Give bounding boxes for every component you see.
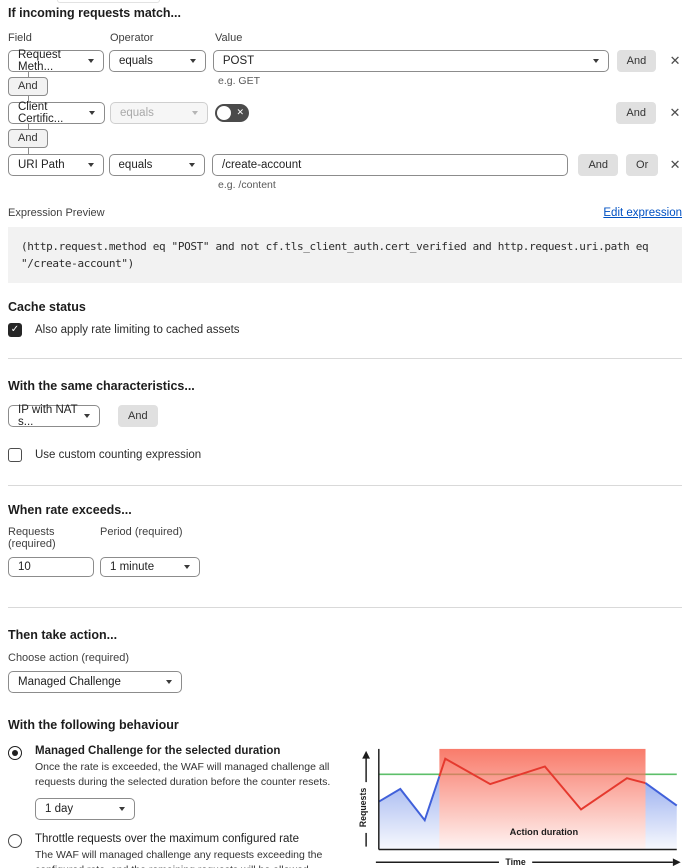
field-select[interactable]: Request Meth... [8,49,104,73]
chevron-down-icon [184,565,190,569]
boolean-toggle-off[interactable]: ✕ [215,104,249,122]
behaviour-option-2: Throttle requests over the maximum confi… [8,833,354,868]
radio-selected[interactable] [8,746,22,760]
y-axis-label: Requests [358,788,368,828]
checkbox-unchecked[interactable] [8,448,22,462]
rate-inputs: 1 minute [8,557,682,577]
section-heading-match: If incoming requests match... [8,6,181,20]
arrow-right-icon [672,858,681,867]
chevron-down-icon [192,111,198,115]
add-or-condition-button[interactable]: Or [626,154,659,176]
chevron-down-icon [119,807,125,811]
and-connector-chip: And [8,77,48,96]
value-hint: e.g. /content [218,179,276,191]
match-column-labels: Field Operator Value [8,32,682,44]
requests-label: Requests (required) [8,526,56,550]
arrow-up-icon [362,750,371,759]
section-divider [8,485,682,486]
field-column-label: Field [8,32,32,44]
add-and-condition-button[interactable]: And [616,50,657,72]
behaviour-diagram: Requests Action duration Time [356,745,682,868]
x-axis-label: Time [505,857,525,867]
option-description: Once the rate is exceeded, the WAF will … [35,761,331,788]
operator-column-label: Operator [110,32,154,44]
cache-checkbox-row: ✓ Also apply rate limiting to cached ass… [8,323,682,337]
field-select[interactable]: URI Path [8,154,104,176]
chevron-down-icon [166,680,172,684]
behaviour-body: Managed Challenge for the selected durat… [8,745,682,868]
operator-select[interactable]: equals [108,50,206,72]
counting-expression-label: Use custom counting expression [35,449,202,461]
match-row-1: Request Meth... equals POST And ✕ e.g. G… [8,49,682,87]
option-title: Managed Challenge for the selected durat… [35,745,281,757]
close-icon[interactable]: ✕ [669,53,681,68]
add-and-condition-button[interactable]: And [578,154,619,176]
section-divider [8,607,682,608]
scrolled-element-fragment [57,0,160,3]
toggle-knob [217,106,231,120]
section-heading-action: Then take action... [8,628,118,642]
characteristic-select[interactable]: IP with NAT s... [8,404,100,428]
value-column-label: Value [215,32,243,44]
duration-select[interactable]: 1 day [35,798,135,820]
period-label: Period (required) [100,526,183,538]
expression-preview-header: Expression Preview Edit expression [8,207,682,219]
field-select[interactable]: Client Certific... [8,101,105,125]
add-and-condition-button[interactable]: And [616,102,656,124]
match-row-2: Client Certific... equals ✕ And ✕ [8,101,682,125]
chevron-down-icon [89,111,95,115]
below-rate-area [645,783,677,850]
edit-expression-link[interactable]: Edit expression [603,207,682,219]
expression-code: (http.request.method eq "POST" and not c… [8,227,682,283]
requests-line-above [438,757,646,811]
and-connector: And [8,71,682,103]
close-icon[interactable]: ✕ [669,105,681,120]
expression-preview-label: Expression Preview [8,207,105,219]
period-select[interactable]: 1 minute [100,557,200,577]
value-select[interactable]: POST [212,50,609,72]
requests-line-below [644,782,678,807]
chevron-down-icon [84,414,90,418]
value-hint: e.g. GET [218,75,261,87]
checkbox-checked[interactable]: ✓ [8,323,22,337]
rate-limit-diagram-svg: Requests Action duration Time [358,748,681,867]
section-heading-cache: Cache status [8,300,86,314]
and-connector-chip: And [8,129,48,148]
option-description: The WAF will managed challenge any reque… [35,849,323,868]
chevron-down-icon [592,59,599,63]
chevron-down-icon [189,59,196,63]
match-row-3: URI Path equals And Or ✕ e.g. /content [8,154,682,191]
close-icon[interactable]: ✕ [669,157,681,172]
add-characteristic-button[interactable]: And [118,405,158,427]
requests-input[interactable] [8,557,94,577]
characteristics-row: IP with NAT s... And [8,404,682,428]
chevron-down-icon [87,59,94,63]
option-title: Throttle requests over the maximum confi… [35,833,299,845]
action-duration-label: Action duration [510,827,579,837]
behaviour-options: Managed Challenge for the selected durat… [8,745,354,868]
toggle-x-icon: ✕ [236,106,244,117]
chevron-down-icon [189,163,196,167]
cache-checkbox-label: Also apply rate limiting to cached asset… [35,324,240,336]
section-heading-rate: When rate exceeds... [8,503,132,517]
value-input[interactable] [212,154,569,176]
requests-line-below [378,775,441,823]
section-heading-characteristics: With the same characteristics... [8,379,195,393]
and-connector: And [8,123,682,155]
action-duration-region [439,748,646,850]
section-heading-behaviour: With the following behaviour [8,718,179,732]
behaviour-option-1: Managed Challenge for the selected durat… [8,745,354,820]
counting-expression-row: Use custom counting expression [8,448,682,462]
choose-action-label: Choose action (required) [8,652,130,664]
below-rate-area [378,776,440,850]
operator-select-disabled: equals [110,102,208,124]
action-select[interactable]: Managed Challenge [8,671,182,693]
section-divider [8,358,682,359]
operator-select[interactable]: equals [108,154,206,176]
chevron-down-icon [87,163,94,167]
radio-unselected[interactable] [8,834,22,848]
rate-labels: Requests (required) Period (required) [8,526,682,550]
